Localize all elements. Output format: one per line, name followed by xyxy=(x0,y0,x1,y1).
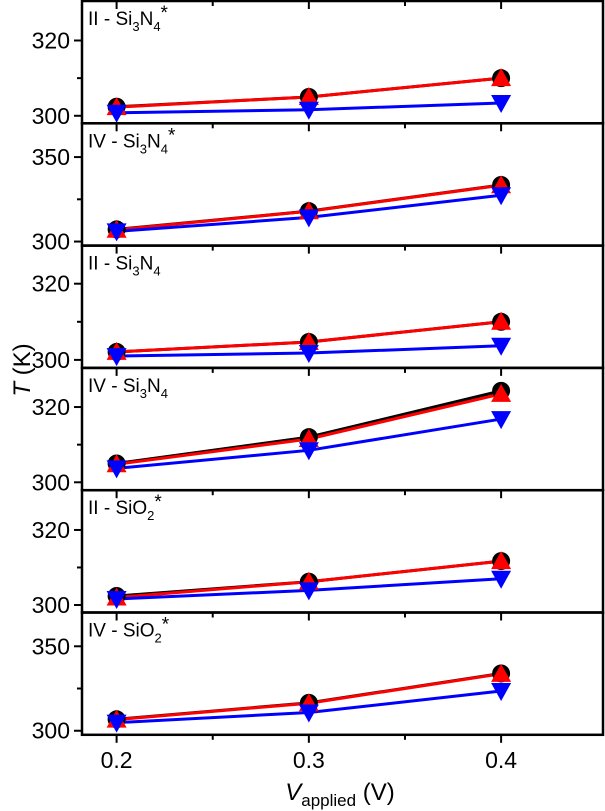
y-tick-label: 350 xyxy=(32,144,70,170)
panel-5: 300 320 II - SiO2* xyxy=(32,488,605,618)
data-point-triangle-down xyxy=(106,223,127,242)
data-point-triangle-down xyxy=(298,101,319,120)
y-tick-label: 320 xyxy=(32,517,70,543)
panel-6: 300 350 IV - SiO2* xyxy=(32,611,605,744)
panel-label: IV - SiO2* xyxy=(88,615,170,646)
data-point-triangle-up xyxy=(491,311,512,330)
y-tick-label: 300 xyxy=(32,103,70,129)
panel-label: II - Si3N4* xyxy=(88,3,169,34)
data-point-triangle-down xyxy=(298,582,319,601)
panel-frame xyxy=(80,611,605,737)
data-point-triangle-down xyxy=(106,348,127,367)
data-point-triangle-up xyxy=(491,663,512,682)
data-point-triangle-down xyxy=(298,345,319,364)
x-tick-label: 0.2 xyxy=(101,747,133,773)
data-point-triangle-down xyxy=(106,590,127,609)
y-tick-label: 300 xyxy=(32,347,70,373)
y-tick-label: 300 xyxy=(32,718,70,744)
panel-label: IV - Si3N4 xyxy=(88,376,168,401)
data-point-triangle-down xyxy=(298,442,319,461)
data-point-triangle-down xyxy=(491,411,512,430)
panel-label: II - SiO2* xyxy=(88,492,162,523)
panel-2: 300 350 IV - Si3N4* xyxy=(32,122,605,255)
data-point-triangle-down xyxy=(491,337,512,356)
data-point-triangle-up xyxy=(491,68,512,87)
data-point-triangle-up xyxy=(491,551,512,570)
y-tick-label: 320 xyxy=(32,271,70,297)
y-tick-label: 300 xyxy=(32,229,70,255)
x-tick-label: 0.3 xyxy=(293,747,325,773)
data-point-triangle-down xyxy=(491,187,512,206)
data-point-triangle-down xyxy=(491,94,512,113)
data-point-triangle-down xyxy=(298,704,319,723)
y-axis-label: T (K) xyxy=(9,343,36,396)
data-point-triangle-down xyxy=(298,209,319,228)
y-tick-label: 320 xyxy=(32,28,70,54)
panel-1: 300 320 II - Si3N4* xyxy=(32,0,605,129)
data-point-triangle-down xyxy=(491,570,512,589)
y-tick-label: 300 xyxy=(32,592,70,618)
y-tick-label: 300 xyxy=(32,469,70,495)
panels: 300 320 II - Si3N4* 300 350 IV - Si3N4* 300 320… xyxy=(32,0,605,773)
data-point-triangle-down xyxy=(106,714,127,733)
panel-3: 300 320 II - Si3N4 xyxy=(32,244,605,373)
data-point-triangle-up xyxy=(491,383,512,402)
data-point-triangle-down xyxy=(106,104,127,123)
y-tick-label: 350 xyxy=(32,633,70,659)
panel-label: II - Si3N4 xyxy=(88,254,161,279)
panel-label: IV - Si3N4* xyxy=(88,125,176,156)
data-point-triangle-up xyxy=(298,86,319,105)
panel-4: 300 320 IV - Si3N4 xyxy=(32,366,605,495)
data-point-triangle-down xyxy=(491,683,512,702)
x-tick-label: 0.4 xyxy=(485,747,517,773)
x-axis-label: Vapplied (V) xyxy=(285,779,395,810)
data-point-triangle-down xyxy=(106,460,127,479)
y-tick-label: 320 xyxy=(32,394,70,420)
